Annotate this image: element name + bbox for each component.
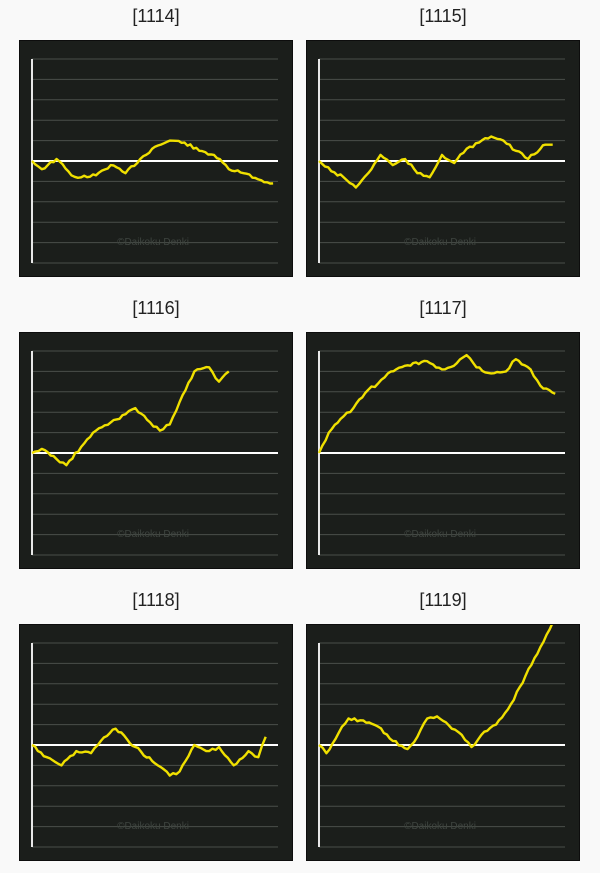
chart-label: [1114] bbox=[132, 6, 180, 26]
chart-label: [1118] bbox=[132, 590, 180, 610]
series-line bbox=[31, 365, 230, 467]
chart-svg-2: ©Daikoku Denki bbox=[31, 350, 278, 556]
watermark-text: ©Daikoku Denki bbox=[117, 529, 189, 540]
chart-panel: ©Daikoku Denki bbox=[19, 332, 293, 569]
watermark-text: ©Daikoku Denki bbox=[117, 237, 189, 248]
watermark-text: ©Daikoku Denki bbox=[404, 237, 476, 248]
series-line bbox=[31, 727, 267, 777]
chart-label: [1115] bbox=[419, 6, 467, 26]
watermark-text: ©Daikoku Denki bbox=[117, 821, 189, 832]
chart-label: [1116] bbox=[132, 298, 180, 318]
series-line bbox=[318, 135, 553, 189]
chart-svg-1: ©Daikoku Denki bbox=[318, 58, 565, 264]
chart-label: [1119] bbox=[419, 590, 467, 610]
chart-panel: ©Daikoku Denki bbox=[19, 40, 293, 277]
watermark-text: ©Daikoku Denki bbox=[404, 821, 476, 832]
chart-panel: ©Daikoku Denki bbox=[306, 40, 580, 277]
series-line bbox=[318, 625, 553, 755]
chart-panel: ©Daikoku Denki bbox=[306, 624, 580, 861]
chart-svg-3: ©Daikoku Denki bbox=[317, 350, 565, 556]
series-line bbox=[317, 353, 556, 454]
chart-svg-0: ©Daikoku Denki bbox=[31, 58, 278, 264]
chart-panel: ©Daikoku Denki bbox=[306, 332, 580, 569]
chart-svg-5: ©Daikoku Denki bbox=[318, 625, 565, 848]
chart-label: [1117] bbox=[419, 298, 467, 318]
chart-panel: ©Daikoku Denki bbox=[19, 624, 293, 861]
watermark-text: ©Daikoku Denki bbox=[404, 529, 476, 540]
series-line bbox=[31, 139, 274, 185]
chart-svg-4: ©Daikoku Denki bbox=[31, 642, 278, 848]
